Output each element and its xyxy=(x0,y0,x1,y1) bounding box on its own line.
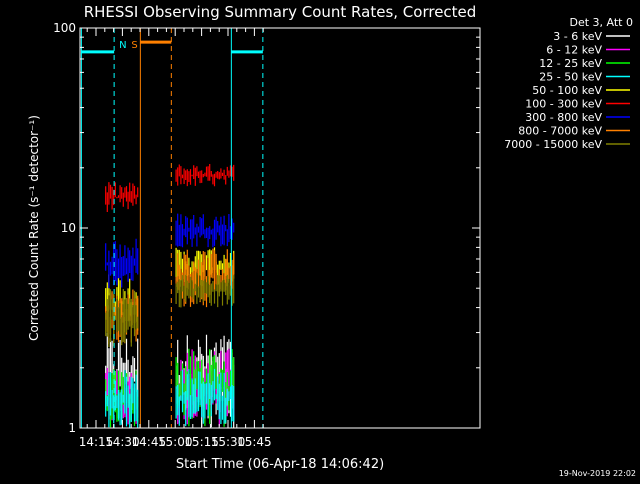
y-tick-label-10: 10 xyxy=(61,221,76,235)
series-band-5-segment-0 xyxy=(105,182,139,212)
y-tick-label-1: 1 xyxy=(68,421,76,435)
series-band-3-segment-0 xyxy=(105,370,139,428)
x-tick-label-15:30: 15:30 xyxy=(211,435,246,449)
series-band-5-segment-1 xyxy=(175,164,235,187)
legend-label-1: 6 - 12 keV xyxy=(546,44,602,57)
x-axis-label: Start Time (06-Apr-18 14:06:42) xyxy=(176,457,384,472)
series-band-6-segment-1 xyxy=(175,213,235,248)
flag-S-label: S xyxy=(131,40,137,51)
legend-label-5: 100 - 300 keV xyxy=(525,98,602,111)
flag-N-label: N xyxy=(119,40,126,51)
x-tick-label-14:30: 14:30 xyxy=(105,435,140,449)
series-band-6-segment-0 xyxy=(105,238,139,289)
x-tick-label-15:00: 15:00 xyxy=(158,435,193,449)
x-tick-label-15:45: 15:45 xyxy=(237,435,272,449)
legend-label-0: 3 - 6 keV xyxy=(553,30,602,43)
footer-date: 19-Nov-2019 22:02 xyxy=(559,469,636,478)
series-band-8-segment-0 xyxy=(105,289,139,348)
legend-label-7: 800 - 7000 keV xyxy=(518,125,602,138)
series-band-8-segment-1 xyxy=(175,273,235,308)
x-tick-label-15:15: 15:15 xyxy=(184,435,219,449)
chart-title: RHESSI Observing Summary Count Rates, Co… xyxy=(84,3,477,21)
legend-label-8: 7000 - 15000 keV xyxy=(504,138,602,151)
legend-label-2: 12 - 25 keV xyxy=(539,57,602,70)
x-tick-label-14:15: 14:15 xyxy=(79,435,114,449)
legend-label-4: 50 - 100 keV xyxy=(532,84,602,97)
series-band-3-segment-1 xyxy=(175,368,235,427)
legend-title: Det 3, Att 0 xyxy=(570,16,634,29)
y-axis-label: Corrected Count Rate (s⁻¹ detector⁻¹) xyxy=(27,115,41,341)
axes: 1 10 100 14:1514:3014:4515:0015:1515:3015:4… xyxy=(53,21,481,449)
x-tick-label-14:45: 14:45 xyxy=(132,435,167,449)
legend-label-6: 300 - 800 keV xyxy=(525,111,602,124)
y-tick-label-100: 100 xyxy=(53,21,76,35)
legend-label-3: 25 - 50 keV xyxy=(539,71,602,84)
